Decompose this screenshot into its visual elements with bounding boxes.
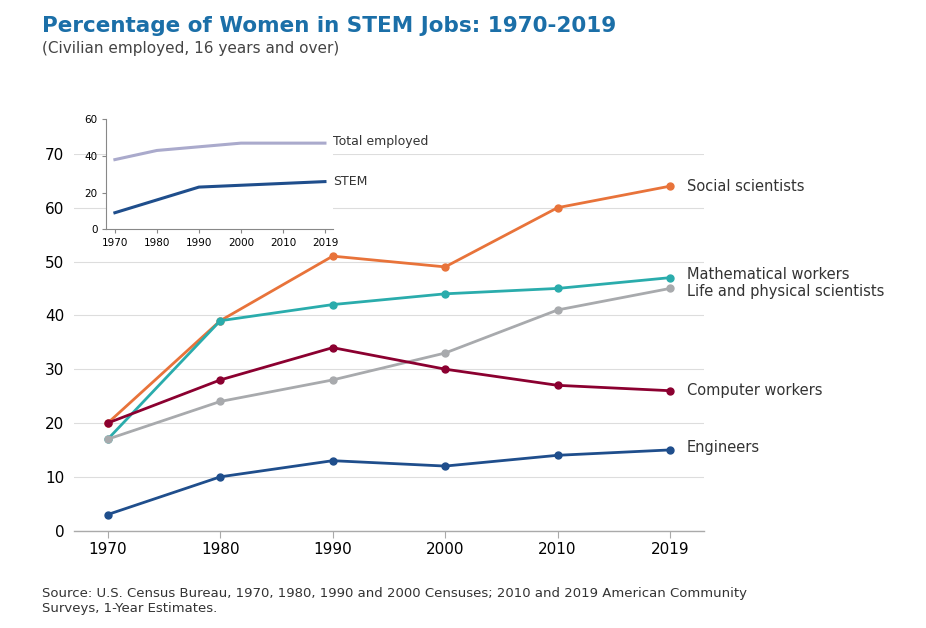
Text: STEM: STEM [333, 175, 368, 188]
Text: Total employed: Total employed [333, 135, 429, 148]
Text: Percentage of Women in STEM Jobs: 1970-2019: Percentage of Women in STEM Jobs: 1970-2… [42, 16, 616, 36]
Text: Social scientists: Social scientists [687, 178, 805, 193]
Text: Computer workers: Computer workers [687, 383, 822, 398]
Text: Source: U.S. Census Bureau, 1970, 1980, 1990 and 2000 Censuses; 2010 and 2019 Am: Source: U.S. Census Bureau, 1970, 1980, … [42, 587, 746, 615]
Text: (Civilian employed, 16 years and over): (Civilian employed, 16 years and over) [42, 41, 339, 56]
Text: Mathematical workers: Mathematical workers [687, 268, 849, 283]
Text: Life and physical scientists: Life and physical scientists [687, 284, 884, 299]
Text: Engineers: Engineers [687, 440, 760, 455]
